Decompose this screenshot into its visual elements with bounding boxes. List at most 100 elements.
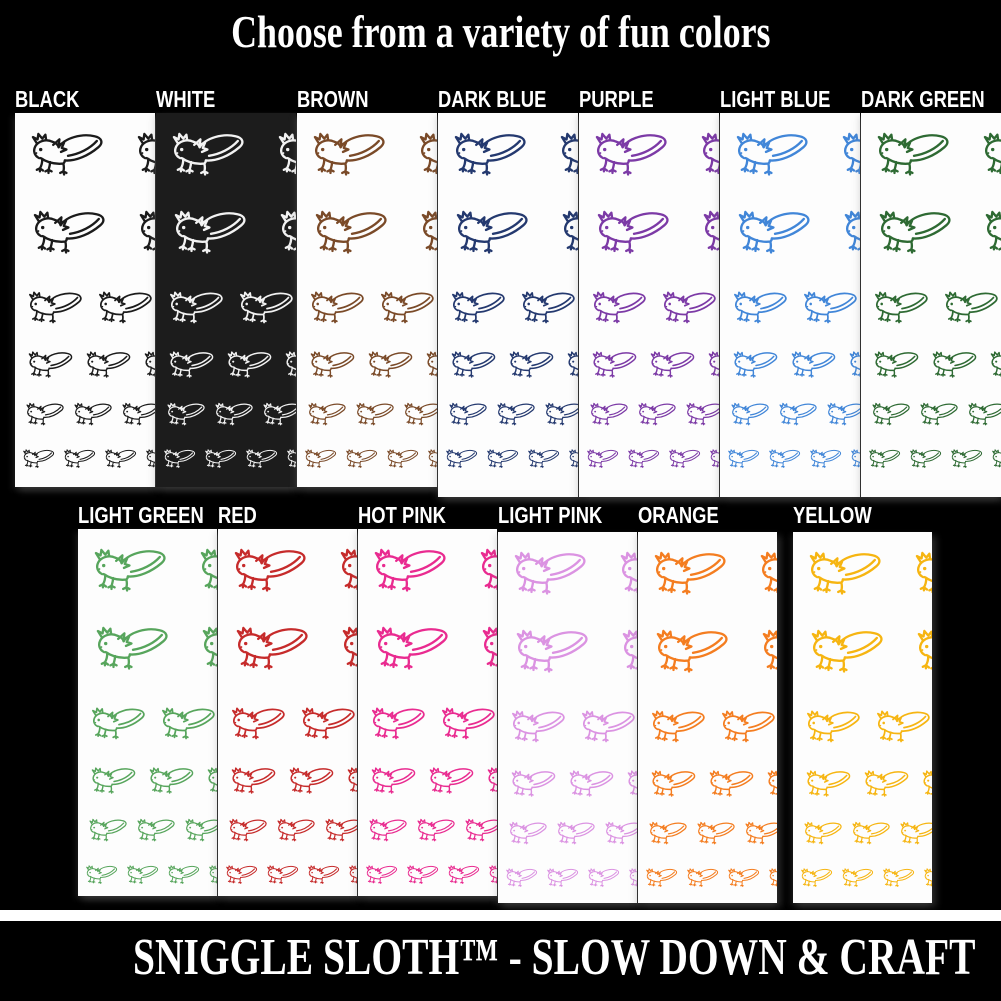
axolotl-icon xyxy=(648,820,689,847)
axolotl-icon xyxy=(566,349,578,381)
axolotl-icon xyxy=(805,768,853,800)
axolotl-icon xyxy=(807,548,885,600)
axolotl-pattern-row xyxy=(579,289,719,327)
axolotl-icon xyxy=(546,867,580,889)
axolotl-icon xyxy=(556,820,597,847)
axolotl-icon xyxy=(454,207,532,259)
axolotl-icon xyxy=(160,705,217,743)
axolotl-pattern-row xyxy=(218,705,357,743)
axolotl-icon xyxy=(826,401,860,428)
axolotl-icon xyxy=(340,623,357,675)
axolotl-icon xyxy=(276,129,296,181)
color-swatch-red: RED xyxy=(218,502,357,896)
color-label-text: HOT PINK xyxy=(358,502,446,528)
footer-tagline-text: SNIGGLE SLOTH™ - SLOW DOWN & CRAFT xyxy=(133,929,976,986)
axolotl-pattern-row xyxy=(579,207,719,259)
axolotl-icon xyxy=(425,349,437,381)
color-label: ORANGE xyxy=(638,502,777,529)
axolotl-pattern-row xyxy=(156,129,296,181)
axolotl-icon xyxy=(650,768,698,800)
axolotl-icon xyxy=(800,867,834,889)
axolotl-icon xyxy=(766,768,777,800)
axolotl-icon xyxy=(230,705,288,743)
axolotl-icon xyxy=(478,545,497,597)
axolotl-pattern-row xyxy=(720,289,860,327)
axolotl-pattern-row xyxy=(861,289,1001,327)
axolotl-icon xyxy=(913,548,932,600)
color-label: WHITE xyxy=(156,86,296,113)
color-swatch-purple: PURPLE xyxy=(579,86,719,497)
color-label-text: WHITE xyxy=(156,86,216,112)
axolotl-icon xyxy=(568,448,578,470)
color-label-text: BROWN xyxy=(297,86,369,112)
color-label: LIGHT BLUE xyxy=(720,86,860,113)
axolotl-icon xyxy=(686,867,720,889)
swatch-pattern xyxy=(15,113,155,487)
axolotl-icon xyxy=(137,207,155,259)
swatch-pattern xyxy=(861,113,1001,497)
color-label: HOT PINK xyxy=(358,502,497,529)
axolotl-icon xyxy=(304,448,338,470)
axolotl-icon xyxy=(591,349,639,381)
swatch-pattern xyxy=(297,113,437,487)
axolotl-pattern-row xyxy=(15,349,155,381)
axolotl-icon xyxy=(416,817,457,844)
axolotl-icon xyxy=(649,349,697,381)
axolotl-icon xyxy=(732,349,780,381)
axolotl-icon xyxy=(720,708,777,746)
swatch-row-bottom: LIGHT GREEN RED HOT PINK LIGHT PINK ORAN… xyxy=(78,502,932,903)
axolotl-icon xyxy=(848,349,860,381)
axolotl-pattern-row xyxy=(438,207,578,259)
axolotl-icon xyxy=(440,705,497,743)
axolotl-icon xyxy=(950,448,984,470)
axolotl-icon xyxy=(991,448,1001,470)
axolotl-icon xyxy=(427,448,437,470)
axolotl-icon xyxy=(899,820,932,847)
axolotl-icon xyxy=(488,864,497,886)
footer-divider xyxy=(0,910,1001,921)
axolotl-icon xyxy=(324,817,357,844)
color-label-text: RED xyxy=(218,502,257,528)
axolotl-icon xyxy=(508,349,556,381)
axolotl-icon xyxy=(234,623,312,675)
swatch-pattern xyxy=(638,532,777,903)
axolotl-icon xyxy=(266,864,300,886)
axolotl-pattern-row xyxy=(15,129,155,181)
color-swatch-light-blue: LIGHT BLUE xyxy=(720,86,860,497)
axolotl-icon xyxy=(512,548,590,600)
axolotl-pattern-row xyxy=(218,545,357,597)
axolotl-pattern-row xyxy=(78,864,217,886)
axolotl-pattern-row xyxy=(358,817,497,844)
axolotl-icon xyxy=(368,817,409,844)
axolotl-icon xyxy=(355,401,396,428)
axolotl-pattern-row xyxy=(15,289,155,327)
axolotl-pattern-row xyxy=(720,448,860,470)
axolotl-pattern-row xyxy=(358,864,497,886)
axolotl-pattern-row xyxy=(579,129,719,181)
axolotl-pattern-row xyxy=(793,548,932,600)
axolotl-icon xyxy=(374,623,452,675)
axolotl-pattern-row xyxy=(15,401,155,428)
axolotl-pattern-row xyxy=(78,705,217,743)
axolotl-icon xyxy=(520,289,578,327)
axolotl-icon xyxy=(732,289,790,327)
color-swatch-orange: ORANGE xyxy=(638,502,777,903)
axolotl-icon xyxy=(802,289,860,327)
page-title-text: Choose from a variety of fun colors xyxy=(230,6,771,57)
swatch-pattern xyxy=(720,113,860,497)
axolotl-icon xyxy=(685,401,719,428)
axolotl-icon xyxy=(104,448,138,470)
color-label: LIGHT GREEN xyxy=(78,502,217,529)
axolotl-icon xyxy=(618,548,637,600)
axolotl-icon xyxy=(406,864,440,886)
axolotl-icon xyxy=(510,768,558,800)
axolotl-pattern-row xyxy=(78,623,217,675)
axolotl-icon xyxy=(22,448,56,470)
axolotl-icon xyxy=(85,349,133,381)
axolotl-pattern-row xyxy=(498,626,637,678)
axolotl-icon xyxy=(262,401,296,428)
axolotl-icon xyxy=(311,129,389,181)
axolotl-icon xyxy=(909,448,943,470)
axolotl-icon xyxy=(568,768,616,800)
